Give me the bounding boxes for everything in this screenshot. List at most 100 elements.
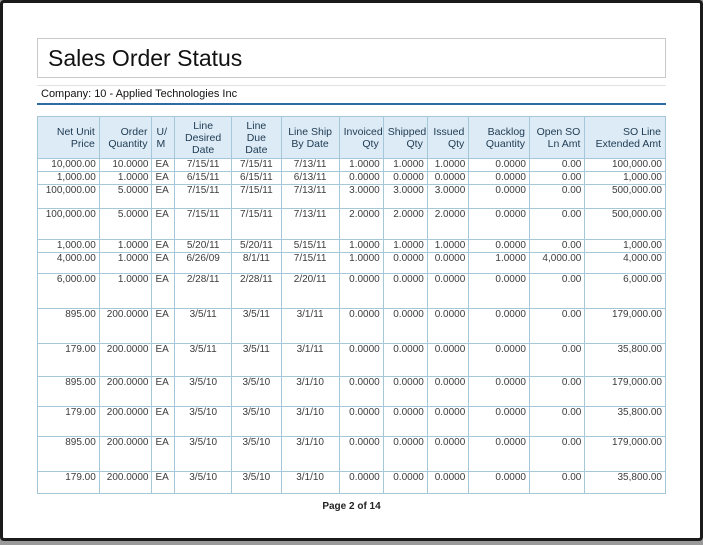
table-cell: 179.00 (37, 343, 100, 377)
column-header: Line Desired Date (174, 116, 233, 159)
table-cell: 0.0000 (382, 406, 428, 437)
table-cell: 5/20/11 (231, 239, 282, 253)
table-cell: 5.0000 (98, 208, 153, 240)
table-cell: 500,000.00 (584, 184, 666, 209)
table-cell: 0.0000 (338, 343, 384, 377)
table-cell: 1,000.00 (37, 171, 100, 185)
table-cell: EA (151, 208, 176, 240)
table-cell: 7/13/11 (280, 184, 340, 209)
table-cell: 1.0000 (426, 239, 470, 253)
table-body: 10,000.00 10.0000 EA 7/15/11 7/15/11 7/13/11 1… (37, 158, 666, 494)
table-cell: 3/1/10 (280, 471, 340, 494)
table-cell: 6/15/11 (231, 171, 282, 185)
table-cell: EA (151, 184, 176, 209)
table-cell: EA (151, 239, 176, 253)
table-cell: 1,000.00 (37, 239, 100, 253)
table-cell: 179.00 (37, 471, 100, 494)
table-cell: 7/13/11 (280, 158, 340, 172)
table-cell: 0.00 (528, 158, 586, 172)
table-cell: 7/15/11 (174, 158, 233, 172)
table-cell: 0.0000 (468, 308, 530, 344)
table-row: 1,000.00 1.0000 EA 5/20/11 5/20/11 5/15/11 1.0… (37, 239, 666, 253)
table-cell: 2.0000 (338, 208, 384, 240)
column-header: SO Line Extended Amt (584, 116, 666, 159)
report-title-box: Sales Order Status (37, 38, 666, 78)
table-cell: 0.0000 (468, 343, 530, 377)
table-cell: 3.0000 (426, 184, 470, 209)
table-cell: 5.0000 (98, 184, 153, 209)
table-cell: 0.0000 (338, 171, 384, 185)
column-header: Net Unit Price (37, 116, 100, 159)
table-cell: 0.0000 (426, 436, 470, 472)
table-row: 179.00 200.0000 EA 3/5/11 3/5/11 3/1/11 0.0000… (37, 343, 666, 377)
table-cell: 10,000.00 (37, 158, 100, 172)
table-cell: 1.0000 (468, 252, 530, 274)
table-row: 179.00 200.0000 EA 3/5/10 3/5/10 3/1/10 0.0000… (37, 471, 666, 494)
table-cell: 35,800.00 (584, 343, 666, 377)
table-cell: 0.00 (528, 376, 586, 407)
table-cell: 1.0000 (382, 158, 428, 172)
table-cell: 0.0000 (338, 471, 384, 494)
table-cell: 0.0000 (426, 308, 470, 344)
table-cell: 1.0000 (338, 252, 384, 274)
table-cell: EA (151, 436, 176, 472)
table-cell: 3/1/10 (280, 376, 340, 407)
table-cell: 7/15/11 (174, 208, 233, 240)
table-cell: 1,000.00 (584, 239, 666, 253)
table-row: 100,000.00 5.0000 EA 7/15/11 7/15/11 7/13/11 3… (37, 184, 666, 209)
table-cell: 0.00 (528, 273, 586, 309)
table-cell: 0.0000 (468, 184, 530, 209)
table-cell: 3/5/10 (231, 406, 282, 437)
table-cell: 0.00 (528, 436, 586, 472)
table-cell: 100,000.00 (584, 158, 666, 172)
table-cell: 895.00 (37, 436, 100, 472)
table-cell: 0.0000 (426, 406, 470, 437)
table-cell: 1.0000 (338, 239, 384, 253)
table-cell: 6/15/11 (174, 171, 233, 185)
table-cell: 3/5/10 (174, 376, 233, 407)
table-cell: EA (151, 252, 176, 274)
table-cell: 1.0000 (98, 239, 153, 253)
column-header: Line Ship By Date (280, 116, 340, 159)
table-cell: 5/20/11 (174, 239, 233, 253)
table-cell: EA (151, 158, 176, 172)
table-cell: 7/15/11 (231, 208, 282, 240)
table-cell: 3.0000 (338, 184, 384, 209)
table-cell: 0.0000 (468, 471, 530, 494)
table-cell: EA (151, 308, 176, 344)
table-cell: 4,000.00 (528, 252, 586, 274)
table-cell: 2.0000 (426, 208, 470, 240)
table-cell: 100,000.00 (37, 184, 100, 209)
table-cell: 0.0000 (426, 343, 470, 377)
table-cell: 35,800.00 (584, 406, 666, 437)
table-cell: 3/5/10 (174, 436, 233, 472)
table-row: 179.00 200.0000 EA 3/5/10 3/5/10 3/1/10 0.0000… (37, 406, 666, 437)
column-header: Invoiced Qty (338, 116, 384, 159)
table-cell: 0.0000 (468, 376, 530, 407)
table-cell: EA (151, 376, 176, 407)
table-cell: 0.0000 (468, 273, 530, 309)
table-cell: 5/15/11 (280, 239, 340, 253)
table-cell: EA (151, 471, 176, 494)
table-row: 895.00 200.0000 EA 3/5/11 3/5/11 3/1/11 0.0000… (37, 308, 666, 344)
table-cell: 0.00 (528, 208, 586, 240)
table-cell: 35,800.00 (584, 471, 666, 494)
table-row: 895.00 200.0000 EA 3/5/10 3/5/10 3/1/10 0.0000… (37, 436, 666, 472)
table-cell: 0.0000 (468, 406, 530, 437)
table-cell: 3/1/11 (280, 343, 340, 377)
table-cell: EA (151, 406, 176, 437)
table-cell: 0.0000 (468, 436, 530, 472)
table-cell: 3/5/10 (231, 471, 282, 494)
table-cell: 0.0000 (338, 436, 384, 472)
table-cell: 3/5/10 (231, 436, 282, 472)
column-header: Line Due Date (231, 116, 282, 159)
table-cell: 0.0000 (426, 273, 470, 309)
table-cell: 0.0000 (426, 171, 470, 185)
table-cell: 3.0000 (382, 184, 428, 209)
column-header: Order Quantity (98, 116, 153, 159)
table-cell: 0.0000 (338, 273, 384, 309)
table-row: 895.00 200.0000 EA 3/5/10 3/5/10 3/1/10 0.0000… (37, 376, 666, 407)
table-cell: 2.0000 (382, 208, 428, 240)
page-title: Sales Order Status (48, 44, 243, 71)
table-cell: 7/15/11 (174, 184, 233, 209)
